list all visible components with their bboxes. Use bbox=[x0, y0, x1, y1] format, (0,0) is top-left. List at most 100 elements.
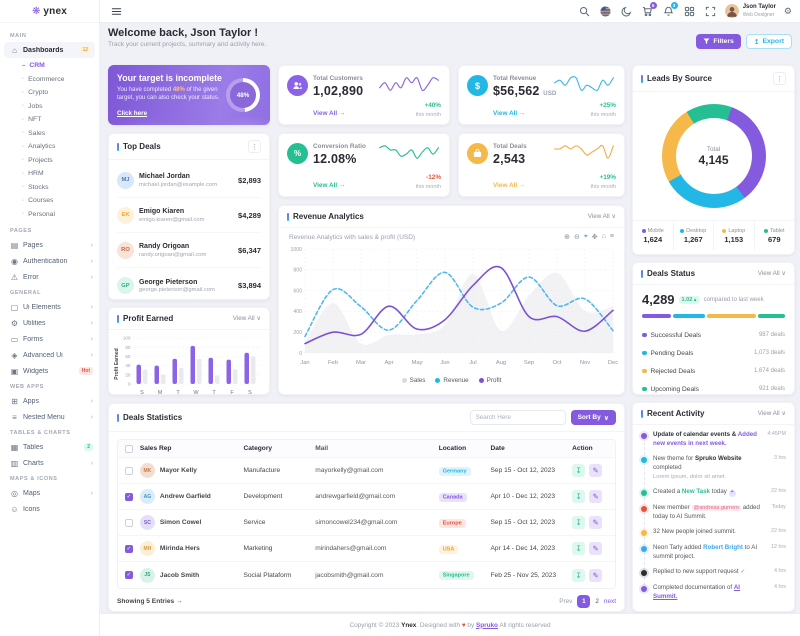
sidebar-item-ui-elements[interactable]: ▢ Ui Elements › bbox=[10, 302, 93, 312]
edit-action-button[interactable]: ✎ bbox=[589, 464, 603, 477]
sidebar-item-pages[interactable]: ▤ Pages › bbox=[10, 240, 93, 250]
edit-action-button[interactable]: ✎ bbox=[589, 542, 603, 555]
stat-delta: +25% this month bbox=[590, 102, 616, 118]
sidebar-item-maps[interactable]: ◎ Maps › bbox=[11, 488, 93, 498]
sidebar-item-nested-menu[interactable]: ≡ Nested Menu › bbox=[0, 409, 99, 425]
column-header[interactable]: Location bbox=[438, 445, 467, 452]
zoom-selection-icon[interactable]: ⌖ bbox=[583, 233, 588, 240]
sidebar-item-advanced-ui[interactable]: ◈ Advanced Ui › bbox=[11, 350, 93, 360]
deals-status-row-upcoming-deals: Upcoming Deals 921 deals bbox=[642, 380, 785, 398]
card-menu-dots-icon[interactable]: ⋮ bbox=[248, 140, 261, 153]
sidebar-item-nft[interactable]: ◦ NFT bbox=[22, 116, 42, 124]
sidebar-item-error[interactable]: ⚠ Error › bbox=[10, 272, 93, 282]
column-header[interactable]: Category bbox=[243, 445, 273, 452]
sidebar-item-charts[interactable]: ▥ Charts › bbox=[10, 458, 93, 468]
view-all-link[interactable]: View All → bbox=[493, 110, 526, 117]
sidebar-item-ecommerce[interactable]: ◦ Ecommerce bbox=[22, 75, 65, 83]
export-button[interactable]: ↥ Export bbox=[745, 34, 792, 49]
view-all-dropdown[interactable]: View All ∨ bbox=[232, 315, 261, 322]
date-cell: Feb 25 - Nov 25, 2023 bbox=[490, 571, 557, 579]
user-name: Json Taylor bbox=[742, 4, 776, 11]
view-all-dropdown[interactable]: View All ∨ bbox=[757, 270, 786, 277]
sidebar-item-utilities[interactable]: ⚙ Utilities › bbox=[10, 318, 93, 328]
sidebar-item-dashboards[interactable]: ⌂ Dashboards 12 bbox=[4, 42, 95, 58]
user-menu[interactable]: Json Taylor Web Designer bbox=[724, 4, 776, 18]
download-action-button[interactable]: ↧ bbox=[572, 516, 586, 529]
view-all-dropdown[interactable]: View All ∨ bbox=[587, 213, 616, 220]
profit-earned-chart: Profit Earned 0 20 40 60 80 100 S M T W T F S bbox=[114, 336, 261, 396]
sidebar-item-stocks[interactable]: ◦ Stocks bbox=[22, 183, 49, 191]
download-action-button[interactable]: ↧ bbox=[572, 464, 586, 477]
chevron-right-icon: › bbox=[90, 273, 93, 281]
sidebar-item-projects[interactable]: ◦ Projects bbox=[22, 156, 53, 164]
brand-logo[interactable]: ❋ ynex bbox=[0, 0, 99, 23]
row-checkbox[interactable]: ✓ bbox=[124, 544, 133, 553]
reset-home-icon[interactable]: ⌂ bbox=[601, 233, 606, 240]
view-all-dropdown[interactable]: View All ∨ bbox=[757, 410, 786, 417]
pagination-prev[interactable]: Prev bbox=[559, 598, 573, 605]
edit-action-button[interactable]: ✎ bbox=[589, 568, 603, 582]
fullscreen-icon[interactable] bbox=[704, 5, 717, 18]
select-all-checkbox[interactable] bbox=[124, 444, 133, 453]
click-here-link[interactable]: Click here bbox=[117, 110, 148, 118]
sidebar-item-widgets[interactable]: ▣ Widgets Hot bbox=[0, 363, 99, 379]
location-badge: Canada bbox=[438, 492, 467, 502]
search-icon[interactable] bbox=[578, 5, 591, 18]
edit-action-button[interactable]: ✎ bbox=[589, 490, 603, 503]
language-flag-icon[interactable] bbox=[599, 5, 612, 18]
sidebar-item-analytics[interactable]: ◦ Analytics bbox=[22, 143, 56, 151]
svg-text:Mar: Mar bbox=[356, 360, 366, 366]
top-deal-row: GP George Pieterson george.pieterson@gmai… bbox=[117, 268, 261, 303]
donut-total-value: 4,145 bbox=[698, 152, 729, 167]
sidebar-item-crypto[interactable]: ◦ Crypto bbox=[22, 89, 49, 97]
hamburger-menu-icon[interactable] bbox=[110, 5, 123, 18]
row-checkbox[interactable]: ✓ bbox=[124, 571, 133, 579]
download-action-button[interactable]: ↧ bbox=[572, 568, 586, 582]
sidebar-item-authentication[interactable]: ◉ Authentication › bbox=[11, 256, 93, 266]
sidebar-item-forms[interactable]: ▭ Forms › bbox=[10, 334, 93, 344]
download-action-button[interactable]: ↧ bbox=[572, 490, 586, 503]
download-action-button[interactable]: ↧ bbox=[572, 542, 586, 555]
sidebar-item-courses[interactable]: ◦ Courses bbox=[22, 197, 54, 205]
pagination-page-2[interactable]: 2 bbox=[595, 598, 599, 605]
pagination-page-1[interactable]: 1 bbox=[577, 595, 591, 608]
sidebar-item-icons[interactable]: ☺ Icons bbox=[10, 504, 40, 514]
pagination-next[interactable]: next bbox=[603, 598, 616, 605]
pan-icon[interactable]: ✥ bbox=[591, 234, 598, 241]
notifications-bell-icon[interactable]: 3 bbox=[662, 1, 678, 18]
sidebar-item-personal[interactable]: ◦ Personal bbox=[22, 210, 55, 218]
apps-grid-icon[interactable] bbox=[683, 5, 696, 18]
row-checkbox[interactable] bbox=[124, 466, 133, 475]
dark-mode-moon-icon[interactable] bbox=[620, 5, 633, 18]
filters-button[interactable]: Filters bbox=[696, 34, 741, 49]
edit-action-button[interactable]: ✎ bbox=[589, 516, 603, 529]
cart-icon[interactable]: 5 bbox=[641, 1, 657, 18]
row-checkbox[interactable] bbox=[124, 518, 133, 527]
view-all-link[interactable]: View All → bbox=[313, 182, 346, 189]
sort-by-button[interactable]: Sort By ∨ bbox=[570, 410, 616, 425]
sidebar-item-sales[interactable]: ◦ Sales bbox=[22, 129, 46, 137]
spruko-link[interactable]: Spruko bbox=[475, 621, 498, 629]
column-header[interactable]: Mail bbox=[315, 445, 329, 452]
stat-card-total-revenue: $ Total Revenue $56,562 USD View All → +… bbox=[458, 65, 625, 125]
zoom-out-icon[interactable]: ⊖ bbox=[573, 234, 580, 241]
sidebar-item-tables[interactable]: ▦ Tables 2 bbox=[0, 439, 99, 455]
column-header[interactable]: Sales Rep bbox=[139, 445, 172, 452]
settings-gear-icon[interactable]: ⚙ bbox=[783, 5, 792, 16]
conversion-icon: % bbox=[287, 143, 308, 164]
card-menu-dots-icon[interactable]: ⋮ bbox=[773, 72, 786, 85]
sidebar-item-apps[interactable]: ⊞ Apps › bbox=[11, 396, 93, 406]
table-search-input[interactable] bbox=[469, 410, 566, 425]
view-all-link[interactable]: View All → bbox=[493, 182, 526, 189]
view-all-link[interactable]: View All → bbox=[313, 110, 346, 117]
zoom-in-icon[interactable]: ⊕ bbox=[564, 234, 570, 241]
sidebar-item-jobs[interactable]: ◦ Jobs bbox=[22, 102, 43, 110]
chart-menu-icon[interactable]: ≡ bbox=[609, 233, 614, 240]
stat-card-total-deals: Total Deals 2,543 View All → +19% this mo… bbox=[458, 133, 625, 197]
sidebar-item-crm[interactable]: – CRM bbox=[22, 62, 45, 70]
svg-text:Aug: Aug bbox=[496, 360, 506, 366]
sidebar-item-hrm[interactable]: ◦ HRM bbox=[22, 170, 44, 178]
column-header[interactable]: Date bbox=[490, 445, 505, 452]
plus-icon[interactable]: + bbox=[728, 489, 736, 497]
row-checkbox[interactable]: ✓ bbox=[124, 492, 133, 501]
